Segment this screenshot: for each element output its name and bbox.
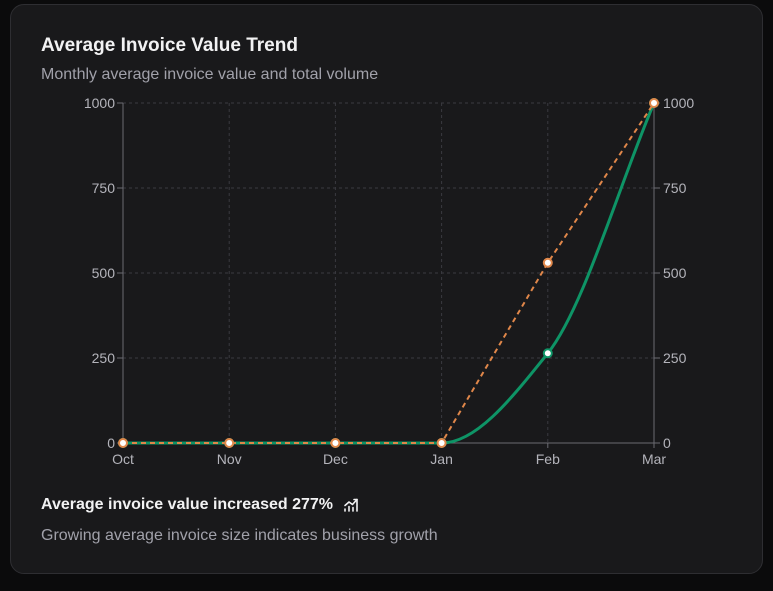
x-axis-tick-label: Jan	[430, 451, 453, 467]
data-point-total-volume	[330, 438, 341, 448]
footer-note: Growing average invoice size indicates b…	[41, 527, 438, 544]
right-axis-tick-label: 500	[663, 265, 687, 281]
x-axis-tick-label: Nov	[217, 451, 242, 467]
trending-up-icon	[343, 497, 359, 513]
data-point-total-volume	[649, 98, 659, 108]
chart-axes	[117, 102, 660, 448]
data-point-total-volume	[118, 438, 128, 448]
right-axis-tick-label: 750	[663, 180, 687, 196]
chart-card: Average Invoice Value Trend Monthly aver…	[10, 4, 763, 574]
x-axis-tick-label: Dec	[323, 451, 348, 467]
chart-tick-labels: 0 250 500 750 1000 0 250 500 750 1000 Oct Nov Dec Jan…	[84, 95, 695, 467]
left-axis-tick-label: 500	[92, 265, 116, 281]
card-title: Average Invoice Value Trend	[41, 35, 298, 56]
data-point-total-volume	[224, 438, 235, 448]
x-axis-tick-label: Feb	[536, 451, 560, 467]
right-axis-tick-label: 1000	[663, 95, 694, 111]
chart-points	[118, 98, 659, 448]
data-point-total-volume	[542, 257, 553, 268]
left-axis-tick-label: 250	[92, 350, 116, 366]
left-axis-tick-label: 750	[92, 180, 116, 196]
right-axis-tick-label: 0	[663, 435, 671, 451]
right-axis-tick-label: 250	[663, 350, 687, 366]
footer-headline: Average invoice value increased 277%	[41, 496, 359, 514]
series-line-total-volume	[123, 102, 655, 444]
line-chart: 0 250 500 750 1000 0 250 500 750 1000 Oct Nov Dec Jan…	[84, 95, 695, 467]
x-axis-tick-label: Mar	[642, 451, 666, 467]
x-axis-tick-label: Oct	[112, 451, 134, 467]
chart-grid	[123, 102, 654, 443]
left-axis-tick-label: 0	[107, 435, 115, 451]
footer-headline-text: Average invoice value increased 277%	[41, 496, 334, 513]
card-description: Monthly average invoice value and total …	[41, 66, 379, 83]
left-axis-tick-label: 1000	[84, 95, 115, 111]
data-point-total-volume	[436, 438, 447, 448]
data-point-average-invoice-value	[542, 348, 553, 359]
